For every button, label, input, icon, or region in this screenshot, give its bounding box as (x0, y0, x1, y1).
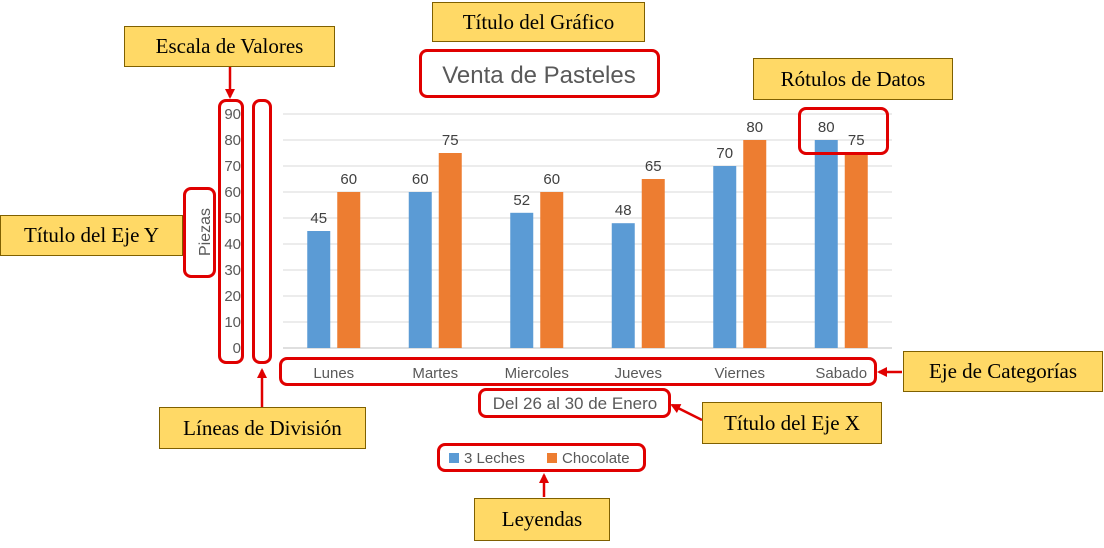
x-tick-label-miercoles: Miercoles (505, 365, 569, 382)
data-label-chocolate-viernes: 80 (746, 119, 763, 136)
y-tick-label-50: 50 (224, 210, 241, 227)
data-labels: 45 60 60 75 52 60 48 65 70 80 80 75 (310, 119, 864, 227)
callout-lineas-division: Líneas de División (159, 407, 366, 449)
y-tick-label-30: 30 (224, 262, 241, 279)
bar-3-leches-miercoles (510, 212, 534, 348)
y-tick-label-90: 90 (224, 106, 241, 123)
x-tick-label-viernes: Viernes (714, 365, 765, 382)
bar-3-leches-lunes (307, 231, 331, 348)
data-label-chocolate-miercoles: 60 (543, 171, 560, 188)
highlight-data-labels (798, 107, 889, 155)
legend-swatch-3-leches (449, 453, 459, 463)
data-label-chocolate-martes: 75 (442, 132, 459, 149)
y-axis-title: Piezas (197, 208, 214, 256)
data-label-chocolate-lunes: 60 (340, 171, 357, 188)
data-label-chocolate-sabado: 75 (848, 132, 865, 149)
highlight-chart-title (419, 49, 660, 98)
y-tick-label-0: 0 (233, 340, 241, 357)
legend-label-3-leches: 3 Leches (464, 450, 525, 467)
bars (307, 140, 868, 348)
x-tick-label-jueves: Jueves (614, 365, 662, 382)
callout-escala-valores: Escala de Valores (124, 26, 335, 67)
bar-chocolate-viernes (743, 140, 767, 348)
bar-3-leches-sabado (814, 140, 838, 348)
data-label-3-leches-sabado: 80 (818, 119, 835, 136)
highlight-gridlines (252, 99, 272, 364)
callout-titulo-grafico: Título del Gráfico (432, 2, 645, 42)
data-label-3-leches-martes: 60 (412, 171, 429, 188)
x-axis-title: Del 26 al 30 de Enero (493, 394, 657, 413)
y-tick-label-20: 20 (224, 288, 241, 305)
highlight-legend (437, 443, 646, 472)
data-label-3-leches-miercoles: 52 (513, 192, 530, 209)
legend-label-chocolate: Chocolate (562, 450, 630, 467)
bar-chocolate-jueves (641, 179, 665, 348)
x-axis-tick-labels: Lunes Martes Miercoles Jueves Viernes Sabado (313, 365, 867, 382)
bar-3-leches-martes (408, 192, 432, 348)
legend: 3 Leches Chocolate (449, 450, 630, 467)
highlight-value-scale (218, 99, 244, 364)
data-label-3-leches-viernes: 70 (716, 145, 733, 162)
callout-titulo-eje-y: Título del Eje Y (0, 215, 183, 256)
bar-chocolate-lunes (337, 192, 361, 348)
legend-swatch-chocolate (547, 453, 557, 463)
callout-eje-categorias: Eje de Categorías (903, 351, 1103, 392)
arrow-titulo-eje-x (670, 403, 703, 422)
x-tick-label-martes: Martes (412, 365, 458, 382)
x-tick-label-lunes: Lunes (313, 365, 354, 382)
callout-titulo-eje-x: Título del Eje X (702, 402, 882, 444)
highlight-x-axis-title (478, 388, 671, 418)
highlight-y-axis-title (183, 187, 216, 278)
bar-chocolate-miercoles (540, 192, 564, 348)
bar-3-leches-jueves (611, 223, 635, 348)
y-axis-tick-labels: 0 10 20 30 40 50 60 70 80 90 (224, 106, 241, 357)
x-tick-label-sabado: Sabado (815, 365, 867, 382)
bar-chocolate-sabado (844, 153, 868, 348)
y-tick-label-80: 80 (224, 132, 241, 149)
data-label-3-leches-jueves: 48 (615, 202, 632, 219)
gridlines (283, 113, 892, 349)
y-tick-label-70: 70 (224, 158, 241, 175)
callout-leyendas: Leyendas (474, 498, 610, 541)
data-label-3-leches-lunes: 45 (310, 210, 327, 227)
bar-chocolate-martes (438, 153, 462, 348)
y-tick-label-60: 60 (224, 184, 241, 201)
chart-title: Venta de Pasteles (442, 62, 635, 89)
highlight-category-axis (279, 357, 877, 386)
y-tick-label-10: 10 (224, 314, 241, 331)
y-tick-label-40: 40 (224, 236, 241, 253)
callout-arrows (225, 67, 902, 497)
callout-rotulos-datos: Rótulos de Datos (753, 58, 953, 100)
bar-3-leches-viernes (713, 166, 737, 348)
data-label-chocolate-jueves: 65 (645, 158, 662, 175)
